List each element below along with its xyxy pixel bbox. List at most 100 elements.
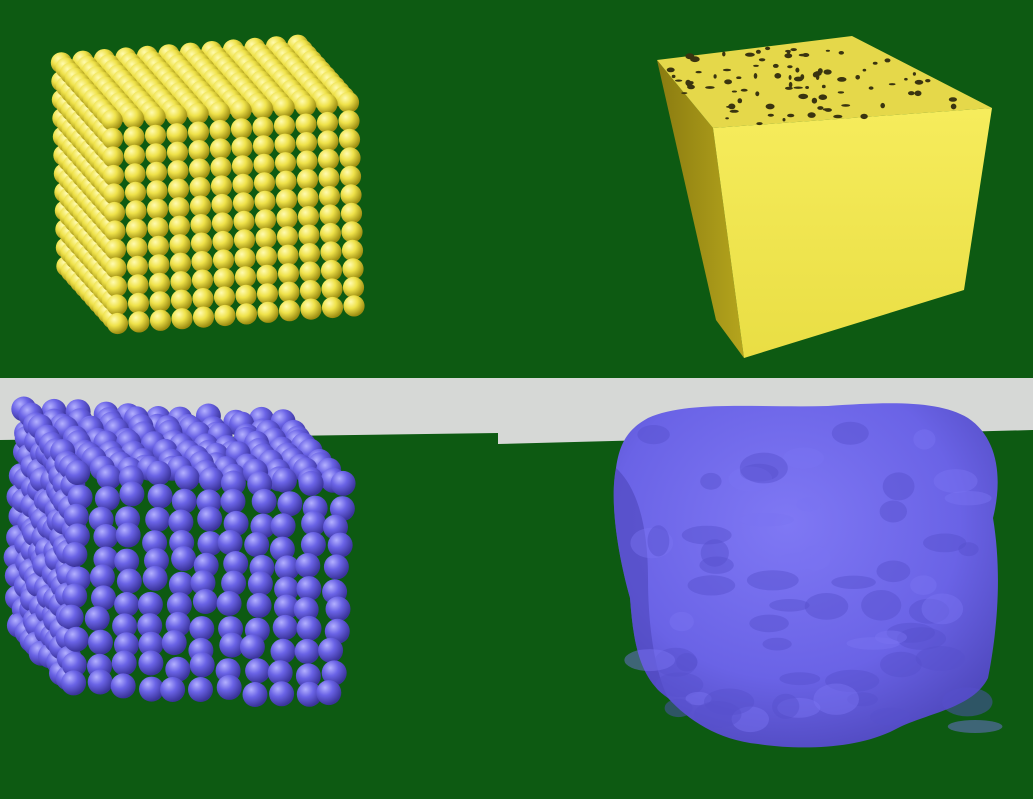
blue-sphere xyxy=(144,548,169,574)
yellow-sphere xyxy=(316,93,338,115)
yellow-sphere xyxy=(254,190,276,212)
blue-sphere xyxy=(63,626,89,652)
yellow-sphere xyxy=(167,160,189,182)
surface-pore xyxy=(755,91,760,97)
blue-sphere xyxy=(58,604,84,630)
blue-sphere xyxy=(112,613,138,639)
surface-bump xyxy=(933,469,978,494)
yellow-sphere xyxy=(338,128,361,150)
surface-pore xyxy=(888,83,896,86)
yellow-sphere xyxy=(145,143,167,165)
blue-sphere xyxy=(242,682,268,707)
surface-pore xyxy=(837,91,845,94)
surface-pore xyxy=(872,61,878,65)
yellow-surface-cube-render xyxy=(516,0,1033,378)
blue-sphere xyxy=(139,676,164,702)
blue-sphere xyxy=(111,650,137,676)
yellow-sphere xyxy=(256,283,279,305)
yellow-sphere xyxy=(278,300,301,322)
surface-pore xyxy=(722,51,726,57)
yellow-sphere xyxy=(101,127,124,150)
yellow-sphere xyxy=(339,147,361,169)
blue-sphere xyxy=(114,632,139,658)
surface-bump xyxy=(624,649,675,672)
blue-sphere xyxy=(223,510,249,536)
yellow-sphere xyxy=(213,267,235,290)
yellow-sphere xyxy=(232,173,254,195)
blue-sphere xyxy=(221,570,247,596)
surface-pore xyxy=(685,53,695,60)
yellow-sphere xyxy=(103,183,125,205)
yellow-sphere xyxy=(105,275,128,298)
blue-sphere xyxy=(116,568,142,594)
blue-sphere xyxy=(145,507,171,532)
blue-sphere xyxy=(219,632,245,658)
yellow-sphere xyxy=(188,140,210,162)
yellow-sphere xyxy=(148,254,170,276)
yellow-sphere xyxy=(214,304,236,327)
surface-pore xyxy=(855,75,860,80)
blue-sphere xyxy=(220,488,246,514)
blue-sphere xyxy=(217,530,243,555)
blue-sphere xyxy=(166,592,192,618)
blue-sphere xyxy=(138,650,164,676)
surface-bump xyxy=(746,570,799,591)
blue-sphere xyxy=(115,522,141,548)
yellow-sphere xyxy=(230,99,252,121)
blue-sphere xyxy=(246,592,272,618)
surface-pore xyxy=(725,117,729,120)
yellow-sphere xyxy=(294,95,317,117)
blue-sphere xyxy=(267,660,293,686)
surface-bump xyxy=(947,720,1003,733)
yellow-sphere xyxy=(230,118,253,140)
surface-pore xyxy=(740,88,748,92)
yellow-sphere-cube-render xyxy=(0,0,516,378)
yellow-sphere xyxy=(320,241,342,263)
yellow-sphere xyxy=(126,255,149,277)
surface-pore xyxy=(756,122,763,126)
yellow-sphere xyxy=(253,153,275,175)
blue-sphere xyxy=(327,532,353,558)
surface-bump xyxy=(910,575,937,595)
blue-sphere xyxy=(67,484,93,510)
yellow-sphere xyxy=(274,152,297,174)
surface-bump xyxy=(942,687,993,717)
yellow-sphere xyxy=(102,146,124,168)
yellow-sphere xyxy=(235,284,257,306)
cube-top-face xyxy=(657,36,992,128)
yellow-sphere xyxy=(255,227,277,249)
yellow-sphere xyxy=(235,303,258,325)
yellow-sphere xyxy=(188,158,211,180)
blue-sphere xyxy=(298,470,324,496)
yellow-sphere xyxy=(298,224,320,246)
surface-pore xyxy=(737,98,743,104)
yellow-sphere xyxy=(234,266,257,288)
surface-bump xyxy=(882,472,915,501)
surface-pore xyxy=(767,113,774,117)
surface-bump xyxy=(700,472,722,490)
surface-pore xyxy=(884,58,891,63)
surface-pore xyxy=(788,81,793,88)
surface-pore xyxy=(793,76,804,82)
yellow-sphere xyxy=(124,163,146,185)
yellow-sphere xyxy=(318,185,341,208)
yellow-sphere xyxy=(171,308,193,330)
yellow-sphere xyxy=(106,312,129,335)
surface-bump xyxy=(915,646,966,671)
yellow-sphere xyxy=(257,301,279,323)
yellow-sphere xyxy=(191,269,214,291)
blue-sphere xyxy=(114,548,140,574)
blue-sphere xyxy=(171,488,197,514)
yellow-sphere xyxy=(295,113,317,135)
surface-bump xyxy=(687,575,736,596)
yellow-sphere xyxy=(166,123,188,145)
yellow-sphere xyxy=(337,91,360,113)
yellow-sphere xyxy=(166,141,189,163)
yellow-sphere xyxy=(321,296,344,319)
yellow-sphere xyxy=(187,103,209,125)
yellow-sphere xyxy=(190,214,212,236)
surface-pore xyxy=(838,51,844,55)
blue-sphere xyxy=(174,465,200,491)
surface-bump xyxy=(728,466,773,492)
blue-sphere xyxy=(273,594,299,620)
